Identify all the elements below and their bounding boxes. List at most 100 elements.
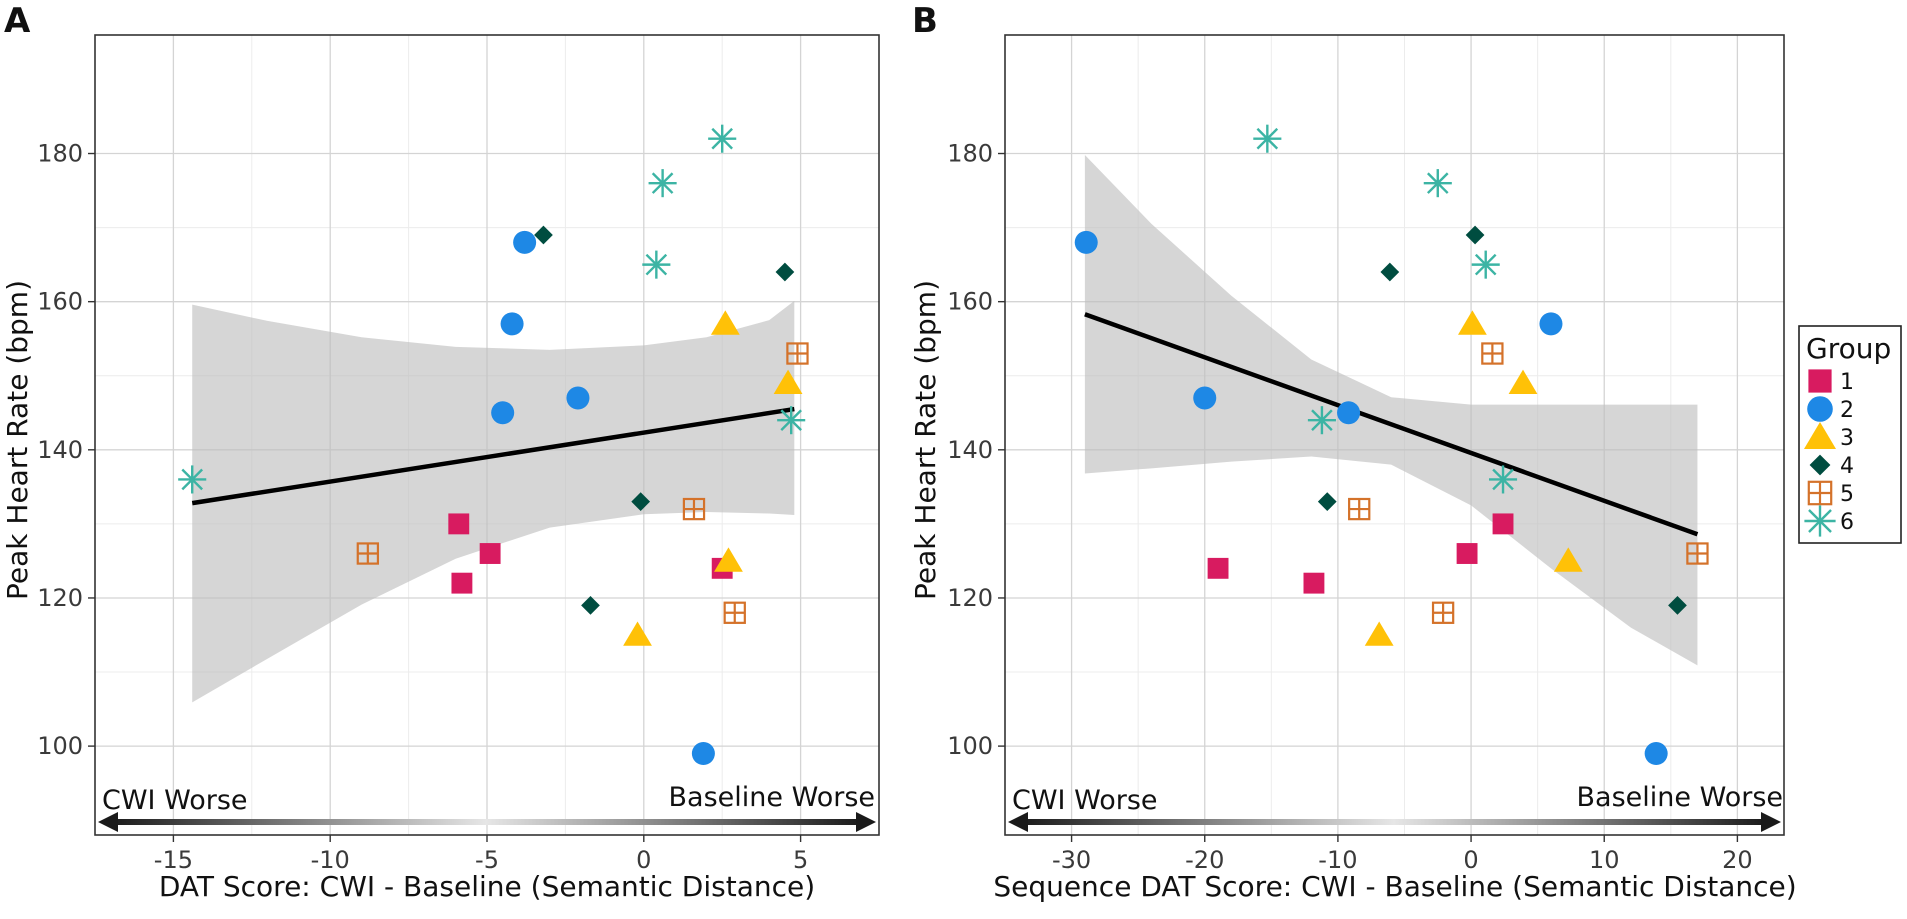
y-tick-label: 180 [37,140,83,168]
x-tick-label: 0 [1463,846,1478,874]
data-point-group-6 [178,465,207,494]
y-tick-label: 120 [37,584,83,612]
data-point-group-5 [1686,542,1709,565]
data-point-group-6 [708,124,737,153]
legend: Group 1 2 3 4 5 6 [1798,325,1902,544]
panel-b-points [1074,124,1709,766]
data-point-group-2 [691,741,715,766]
confidence-band [192,300,795,703]
data-point-group-5 [682,497,706,521]
panel-a-points [178,124,809,766]
y-tick-label: 100 [947,732,993,760]
data-point-group-3 [1364,621,1394,646]
panel-a-ticks: -15 -10 -5 0 5 100 120 140 160 180 [37,140,808,874]
legend-title: Group [1806,332,1891,365]
legend-item-5: 5 [1807,480,1854,507]
data-point-group-4 [631,492,651,512]
panel-b: B -30 -20 -10 0 10 20 100 120 140 160 180 CWI Wors… [909,1,1797,903]
data-point-group-4 [1668,596,1687,615]
panel-a-regression [191,406,795,506]
data-point-group-3 [714,547,743,572]
data-point-group-2 [1644,741,1668,766]
panel-b-ticks: -30 -20 -10 0 10 20 100 120 140 160 180 [947,140,1752,874]
data-point-group-2 [500,312,524,336]
data-point-group-6 [1307,406,1336,435]
data-point-group-1 [1303,572,1325,594]
x-tick-label: -5 [475,846,499,874]
data-point-group-6 [642,250,671,279]
panel-b-regression [1084,312,1699,537]
panel-b-left-annotation: CWI Worse [1012,785,1158,816]
panel-b-direction-arrow [1008,812,1781,832]
panel-a-y-axis-label: Peak Heart Rate (bpm) [1,280,34,600]
data-point-group-2 [1193,386,1217,410]
x-tick-label: 0 [636,846,651,874]
data-point-group-2 [566,386,590,410]
data-point-group-4 [1380,262,1400,282]
data-point-group-4 [1317,492,1337,512]
legend-items: 1 2 3 4 5 6 [1804,369,1854,537]
data-point-group-1 [451,572,473,594]
data-point-group-5 [1481,342,1504,365]
legend-item-2: 2 [1807,396,1854,423]
data-point-group-2 [513,230,537,254]
panel-a-left-annotation: CWI Worse [102,785,248,816]
legend-key-2 [1807,396,1833,422]
data-point-group-5 [786,342,809,365]
data-point-group-2 [491,401,515,425]
legend-key-3 [1804,422,1836,449]
x-tick-label: -30 [1052,846,1091,874]
panel-b-confidence-band [1084,155,1698,666]
legend-label: 5 [1840,482,1854,507]
y-tick-label: 100 [37,732,83,760]
y-tick-label: 120 [947,584,993,612]
confidence-band [1084,155,1698,666]
x-tick-label: -15 [154,846,193,874]
data-point-group-3 [773,369,803,394]
data-point-group-4 [1465,225,1485,245]
data-point-group-3 [1508,369,1538,394]
data-point-group-5 [1348,497,1371,521]
x-tick-label: 5 [793,846,808,874]
data-point-group-6 [1253,124,1282,153]
panel-b-y-axis-label: Peak Heart Rate (bpm) [909,280,942,600]
legend-label: 6 [1840,510,1854,535]
data-point-group-1 [448,513,470,535]
data-point-group-5 [1431,601,1455,624]
x-tick-label: -10 [311,846,350,874]
x-tick-label: 10 [1589,846,1620,874]
panel-a-right-annotation: Baseline Worse [669,782,875,813]
panel-b-frame [1004,34,1785,836]
x-tick-label: -10 [1318,846,1357,874]
data-point-group-3 [1553,547,1583,572]
panel-a-x-axis-label: DAT Score: CWI - Baseline (Semantic Dist… [159,870,815,903]
legend-item-6: 6 [1804,505,1854,537]
data-point-group-2 [1539,312,1563,336]
panel-a: A -15 -10 -5 0 5 100 120 140 160 180 CWI Worse Ba… [1,1,880,903]
data-point-group-4 [775,262,795,282]
y-tick-label: 160 [37,288,83,316]
data-point-group-1 [1492,513,1514,535]
panel-a-confidence-band [192,300,795,703]
data-point-group-2 [1337,401,1361,425]
y-tick-label: 140 [947,436,993,464]
data-point-group-1 [1207,557,1229,579]
regression-line [1084,312,1699,537]
data-point-group-1 [479,543,501,564]
legend-key-5 [1807,480,1833,506]
panel-b-letter: B [912,1,938,41]
legend-label: 4 [1840,454,1854,479]
panel-b-right-annotation: Baseline Worse [1577,782,1783,813]
legend-label: 3 [1840,426,1854,451]
panel-b-x-axis-label: Sequence DAT Score: CWI - Baseline (Sema… [993,870,1796,903]
legend-key-4 [1809,454,1831,476]
y-tick-label: 160 [947,288,993,316]
data-point-group-5 [723,601,746,624]
x-tick-label: -20 [1185,846,1224,874]
data-point-group-6 [1488,465,1518,494]
data-point-group-6 [1471,250,1500,279]
y-tick-label: 180 [947,140,993,168]
legend-label: 1 [1840,370,1854,395]
data-point-group-3 [710,310,740,335]
